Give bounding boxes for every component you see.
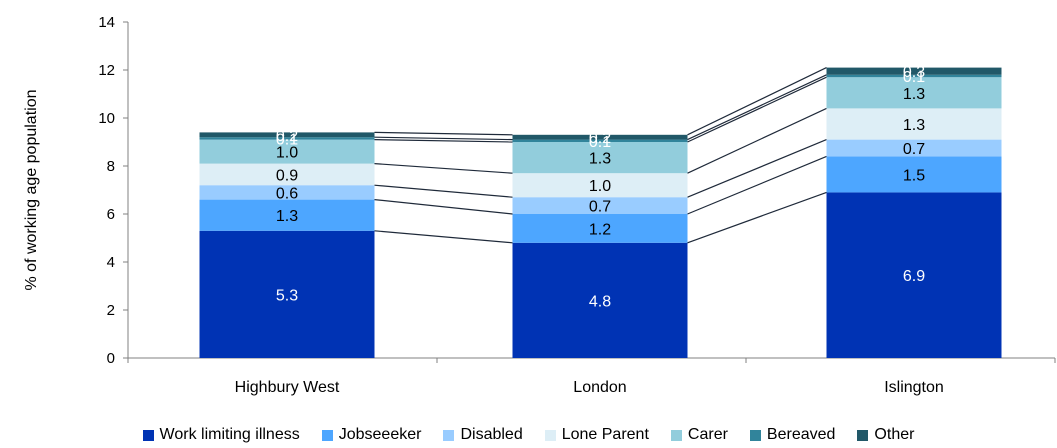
data-label: 0.2: [589, 130, 611, 147]
series-connector-line: [375, 140, 513, 142]
data-label: 0.9: [276, 167, 298, 184]
series-connector-line: [375, 164, 513, 174]
y-tick-label: 0: [107, 350, 115, 367]
data-label: 0.3: [903, 64, 925, 81]
series-connector-line: [375, 231, 513, 243]
series-connector-line: [688, 156, 827, 214]
x-tick-label: Islington: [884, 379, 944, 396]
data-label: 5.3: [276, 287, 298, 304]
y-tick-label: 4: [107, 254, 115, 271]
legend-item: Work limiting illness: [143, 426, 300, 444]
legend-swatch: [322, 430, 333, 441]
legend-label: Jobseeeker: [339, 426, 422, 444]
chart-legend: Work limiting illness Jobseeeker Disabled L…: [0, 426, 1057, 444]
legend-swatch: [750, 430, 761, 441]
legend-item: Carer: [671, 426, 728, 444]
series-connector-line: [375, 185, 513, 197]
data-label: 0.6: [276, 185, 298, 202]
x-tick-label: Highbury West: [235, 379, 340, 396]
legend-swatch: [443, 430, 454, 441]
data-label: 1.2: [589, 221, 611, 238]
y-tick-label: 8: [107, 158, 115, 175]
x-tick-label: London: [573, 379, 626, 396]
y-axis-title: % of working age population: [23, 89, 40, 290]
data-label: 1.3: [903, 117, 925, 134]
legend-item: Disabled: [443, 426, 522, 444]
legend-label: Disabled: [460, 426, 522, 444]
series-connector-line: [375, 132, 513, 134]
data-label: 0.7: [903, 141, 925, 158]
series-connector-line: [688, 108, 827, 173]
series-connector-line: [688, 77, 827, 142]
data-label: 0.2: [276, 128, 298, 145]
y-tick-label: 14: [98, 14, 115, 31]
legend-swatch: [545, 430, 556, 441]
legend-label: Lone Parent: [562, 426, 649, 444]
legend-label: Other: [874, 426, 914, 444]
series-connector-line: [688, 68, 827, 135]
y-tick-label: 10: [98, 110, 115, 127]
legend-item: Bereaved: [750, 426, 836, 444]
y-tick-label: 2: [107, 302, 115, 319]
data-label: 1.3: [903, 86, 925, 103]
legend-item: Jobseeeker: [322, 426, 422, 444]
data-label: 1.0: [589, 178, 611, 195]
legend-item: Lone Parent: [545, 426, 649, 444]
data-label: 6.9: [903, 268, 925, 285]
stacked-bar-chart: 0 2 4 6 8 10 12 14 Highbury West London Islington%…: [0, 0, 1057, 420]
series-connector-line: [375, 200, 513, 214]
legend-swatch: [143, 430, 154, 441]
data-label: 1.3: [276, 208, 298, 225]
series-connector-line: [375, 137, 513, 139]
data-label: 0.7: [589, 199, 611, 216]
legend-item: Other: [857, 426, 914, 444]
series-connector-line: [688, 140, 827, 198]
legend-label: Carer: [688, 426, 728, 444]
y-tick-label: 6: [107, 206, 115, 223]
legend-label: Bereaved: [767, 426, 836, 444]
data-label: 1.3: [589, 151, 611, 168]
legend-label: Work limiting illness: [160, 426, 300, 444]
legend-swatch: [671, 430, 682, 441]
data-label: 1.5: [903, 167, 925, 184]
y-tick-label: 12: [98, 62, 115, 79]
data-label: 4.8: [589, 293, 611, 310]
legend-swatch: [857, 430, 868, 441]
series-connector-line: [688, 192, 827, 242]
series-connector-line: [688, 75, 827, 140]
